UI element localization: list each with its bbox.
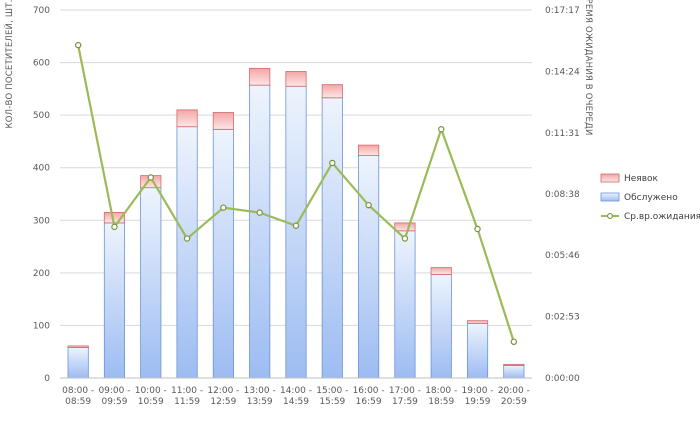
y-tick-label: 600 xyxy=(33,59,50,69)
bar-noshow xyxy=(212,112,234,130)
y2-tick-label: 0:00:00 xyxy=(545,374,580,384)
x-tick-label: 12:00 - xyxy=(207,386,239,396)
x-tick-label: 16:59 xyxy=(356,397,382,407)
legend-marker xyxy=(607,213,613,219)
wait-time-point xyxy=(256,209,263,216)
bar-noshow xyxy=(321,84,343,99)
y2-tick-label: 0:14:24 xyxy=(545,67,580,77)
y2-axis-title: ВРЕМЯ ОЖИДАНИЯ В ОЧЕРЕДИ xyxy=(583,0,593,136)
bar-served xyxy=(430,274,452,379)
wait-time-point xyxy=(111,223,118,231)
wait-time-point xyxy=(438,126,445,133)
x-tick-label: 17:00 - xyxy=(389,386,421,396)
legend-swatch xyxy=(600,173,620,183)
wait-time-point xyxy=(147,174,154,181)
x-tick-label: 13:59 xyxy=(247,397,273,407)
x-tick-label: 11:59 xyxy=(174,397,200,407)
wait-time-line xyxy=(74,41,518,346)
x-tick-label: 15:00 - xyxy=(316,386,348,396)
x-tick-label: 10:59 xyxy=(138,397,164,407)
wait-time-point xyxy=(292,222,300,229)
y-tick-label: 700 xyxy=(33,6,50,16)
x-tick-label: 09:00 - xyxy=(98,386,130,396)
bar-noshow xyxy=(430,267,452,275)
legend-label: Ср.вр.ожидания xyxy=(624,212,700,222)
y2-tick-label: 0:02:53 xyxy=(545,313,580,323)
x-tick-label: 20:59 xyxy=(501,397,527,407)
x-tick-label: 09:59 xyxy=(101,397,127,407)
y-tick-label: 500 xyxy=(33,111,50,121)
axes: 0 100 200 300 400 500 600 700 0:00:00 0:02:53 0:05… xyxy=(3,0,593,407)
bar-served xyxy=(103,222,126,379)
bar-served xyxy=(176,126,198,379)
x-tick-label: 12:59 xyxy=(210,397,236,407)
x-tick-label: 11:00 - xyxy=(171,386,203,396)
wait-time-point xyxy=(510,338,518,346)
x-tick-label: 14:00 - xyxy=(280,386,312,396)
bar-noshow xyxy=(285,71,307,87)
wait-time-point xyxy=(365,201,372,209)
bar-served xyxy=(212,128,234,379)
x-tick-label: 15:59 xyxy=(319,397,345,407)
x-tick-label: 14:59 xyxy=(283,397,309,407)
bar-noshow xyxy=(67,345,89,348)
wait-time-point xyxy=(220,204,227,211)
bar-noshow xyxy=(358,144,380,157)
bar-noshow xyxy=(249,67,271,86)
x-tick-label: 20:00 - xyxy=(498,386,530,396)
legend-label: Обслужено xyxy=(624,193,678,203)
wait-time-point xyxy=(474,225,481,233)
bar-served xyxy=(249,84,271,379)
x-tick-label: 18:00 - xyxy=(425,386,457,396)
x-tick-label: 10:00 - xyxy=(135,386,167,396)
bar-noshow xyxy=(503,363,525,366)
bar-served xyxy=(321,97,343,379)
legend-label: Неявок xyxy=(624,174,659,184)
bar-served xyxy=(285,85,307,379)
bar-noshow xyxy=(176,109,198,128)
bar-noshow xyxy=(466,320,489,324)
y-axis-title: КОЛ-ВО ПОСЕТИТЕЛЕЙ, ШТ. xyxy=(3,0,15,129)
wait-time-point xyxy=(401,235,409,242)
wait-time-point xyxy=(329,159,336,167)
x-tick-label: 18:59 xyxy=(428,397,454,407)
y2-tick-label: 0:17:17 xyxy=(545,6,580,16)
y2-tick-label: 0:08:38 xyxy=(545,190,580,200)
x-tick-label: 19:59 xyxy=(465,397,491,407)
legend-swatch xyxy=(600,192,620,202)
y2-tick-label: 0:05:46 xyxy=(545,251,580,261)
x-tick-label: 17:59 xyxy=(392,397,418,407)
bar-served xyxy=(394,230,416,379)
bars xyxy=(67,67,525,379)
y-tick-label: 0 xyxy=(44,374,50,384)
wait-time-point xyxy=(183,235,191,242)
bar-served xyxy=(358,155,380,379)
x-tick-label: 08:00 - xyxy=(62,386,94,396)
bar-served xyxy=(67,347,89,379)
bar-noshow xyxy=(394,222,416,232)
bar-served xyxy=(503,364,525,379)
x-tick-label: 16:00 - xyxy=(353,386,385,396)
y-tick-label: 300 xyxy=(33,216,50,226)
wait-time-point xyxy=(74,41,82,49)
bar-served xyxy=(466,322,489,379)
legend: Неявок Обслужено Ср.вр.ожидания xyxy=(600,173,700,222)
y2-tick-label: 0:11:31 xyxy=(545,129,580,139)
x-tick-label: 13:00 - xyxy=(244,386,276,396)
y-tick-label: 200 xyxy=(33,269,50,279)
x-tick-label: 08:59 xyxy=(65,397,91,407)
x-tick-label: 19:00 - xyxy=(462,386,494,396)
bar-served xyxy=(140,187,162,379)
y-tick-label: 100 xyxy=(33,321,50,331)
y-tick-label: 400 xyxy=(33,164,50,174)
